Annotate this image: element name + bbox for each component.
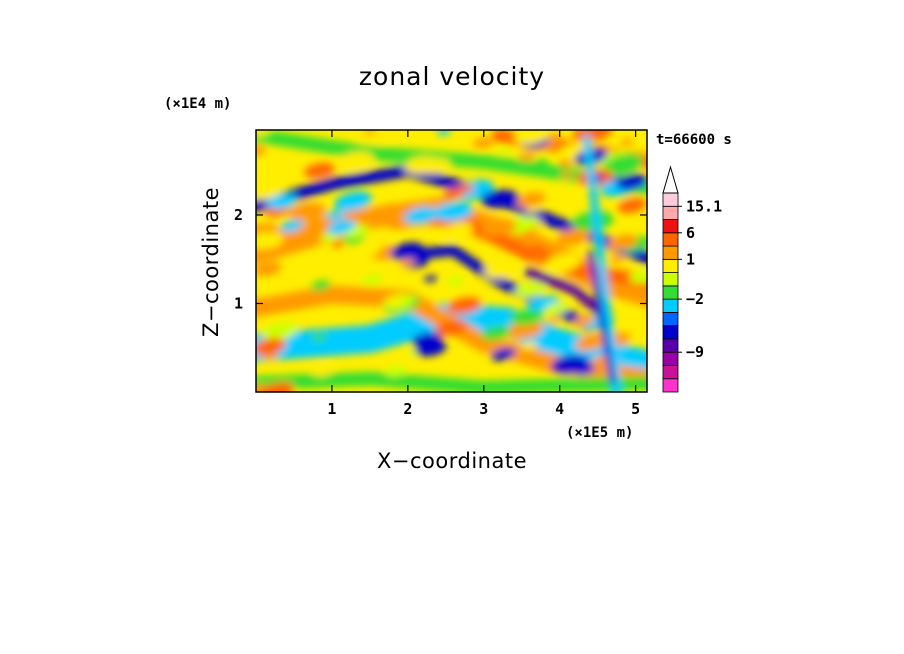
colorbar-segment (663, 352, 678, 365)
colorbar-segment (663, 233, 678, 246)
colorbar-segment (663, 339, 678, 352)
colorbar-label: 6 (686, 224, 695, 242)
colorbar-segment (663, 273, 678, 286)
colorbar-segment (663, 312, 678, 325)
colorbar-extend-arrow (663, 167, 678, 193)
colorbar-segment (663, 286, 678, 299)
colorbar-label: 1 (686, 250, 695, 268)
y-axis-label: Z−coordinate (199, 187, 223, 337)
colorbar-label: 15.1 (686, 197, 722, 215)
x-tick-label: 4 (555, 400, 564, 418)
y-tick-label: 1 (234, 294, 243, 312)
x-tick-label: 1 (327, 400, 336, 418)
x-tick-label: 5 (631, 400, 640, 418)
colorbar-segment (663, 193, 678, 206)
y-scale-label: (×1E4 m) (164, 96, 231, 112)
chart-title: zonal velocity (359, 62, 545, 91)
colorbar: 15.1 6 1 −2 −9 (663, 167, 722, 392)
y-tick-label: 2 (234, 206, 243, 224)
colorbar-segment (663, 379, 678, 392)
colorbar-segment (663, 259, 678, 272)
x-axis-label: X−coordinate (377, 449, 527, 473)
colorbar-segment (663, 299, 678, 312)
velocity-field (238, 119, 656, 405)
colorbar-label: −2 (686, 290, 704, 308)
colorbar-segment (663, 246, 678, 259)
colorbar-label: −9 (686, 343, 704, 361)
x-scale-label: (×1E5 m) (566, 425, 633, 441)
colorbar-segment (663, 326, 678, 339)
x-tick-label: 2 (403, 400, 412, 418)
x-tick-label: 3 (479, 400, 488, 418)
colorbar-segment (663, 206, 678, 219)
colorbar-segment (663, 365, 678, 378)
time-label: t=66600 s (656, 132, 732, 148)
colorbar-segment (663, 220, 678, 233)
